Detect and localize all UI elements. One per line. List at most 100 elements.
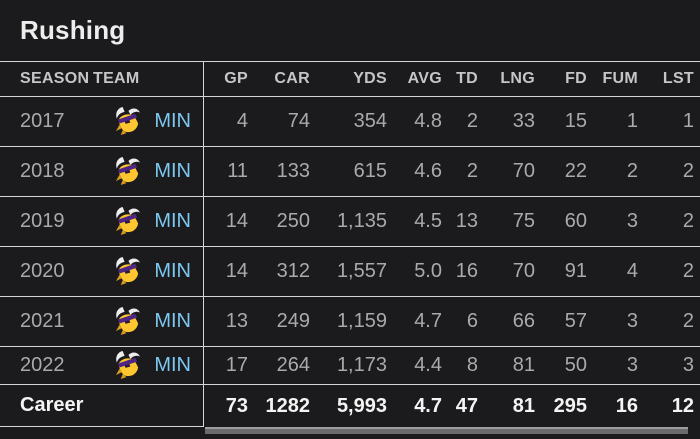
stat-lst: 12 (671, 394, 694, 417)
stat-avg: 4.4 (414, 354, 442, 376)
table-row-2021: 2021 MIN 13 249 1,159 4.7 6 66 57 3 2 (0, 297, 700, 347)
stat-lng: 75 (512, 210, 535, 232)
row-left-pane: 2020 MIN (0, 247, 204, 296)
horizontal-scrollbar-thumb[interactable] (205, 427, 688, 434)
stat-fum: 3 (626, 210, 638, 232)
stat-fd: 91 (564, 260, 587, 282)
column-header-avg: AVG (407, 70, 442, 87)
stat-fum: 1 (626, 110, 638, 132)
stat-lst: 2 (682, 210, 694, 232)
stat-gp: 17 (225, 354, 248, 376)
vikings-logo-icon (116, 257, 141, 286)
stat-lng: 66 (512, 310, 535, 332)
table-row-2020: 2020 MIN 14 312 1,557 5.0 16 70 91 4 2 (0, 247, 700, 297)
stat-car: 249 (276, 310, 310, 332)
stat-car: 1282 (265, 394, 311, 417)
stat-td: 2 (466, 160, 478, 182)
team-cell[interactable]: MIN (93, 207, 203, 236)
stat-cells: 14 250 1,135 4.5 13 75 60 3 2 (204, 197, 700, 246)
stat-car: 74 (287, 110, 310, 132)
team-cell[interactable]: MIN (93, 351, 203, 380)
column-header-team: TEAM (93, 70, 140, 87)
title-bar: Rushing (0, 0, 700, 61)
table-header-row: SEASON TEAM GP CAR YDS AVG TD LNG FD FUM… (0, 61, 700, 97)
team-abbr: MIN (154, 310, 191, 332)
stat-td: 8 (466, 354, 478, 376)
career-label: Career (20, 394, 84, 416)
stat-yds: 615 (353, 160, 387, 182)
team-cell[interactable]: MIN (93, 157, 203, 186)
stat-fum: 2 (626, 160, 638, 182)
team-cell[interactable]: MIN (93, 107, 203, 136)
stat-lng: 81 (512, 394, 535, 417)
table-row-2017: 2017 MIN 4 74 354 4.8 2 33 15 1 1 (0, 97, 700, 147)
stat-avg: 4.7 (414, 310, 442, 332)
team-cell[interactable]: MIN (93, 307, 203, 336)
stat-lng: 70 (512, 260, 535, 282)
season-cell: 2018 (20, 160, 65, 182)
stat-lst: 1 (682, 110, 694, 132)
header-left-pane: SEASON TEAM (0, 62, 204, 96)
stat-fd: 50 (564, 354, 587, 376)
table-row-career: Career 73 1282 5,993 4.7 47 81 295 16 12 (0, 385, 700, 427)
row-left-pane: Career (0, 385, 204, 427)
stat-car: 312 (276, 260, 310, 282)
column-header-fum: FUM (602, 70, 638, 87)
stat-cells: 14 312 1,557 5.0 16 70 91 4 2 (204, 247, 700, 296)
column-header-lng: LNG (500, 70, 535, 87)
column-header-car: CAR (274, 70, 310, 87)
stat-lng: 81 (512, 354, 535, 376)
stat-cells: 73 1282 5,993 4.7 47 81 295 16 12 (204, 385, 700, 427)
stat-avg: 4.5 (414, 210, 442, 232)
row-left-pane: 2017 MIN (0, 97, 204, 146)
stat-td: 6 (466, 310, 478, 332)
stat-gp: 13 (225, 310, 248, 332)
stat-lst: 2 (682, 160, 694, 182)
stat-fum: 3 (626, 310, 638, 332)
stat-td: 13 (455, 210, 478, 232)
stat-fum: 3 (626, 354, 638, 376)
vikings-logo-icon (116, 207, 141, 236)
row-left-pane: 2018 MIN (0, 147, 204, 196)
column-header-lst: LST (662, 70, 694, 87)
stat-yds: 5,993 (336, 394, 387, 417)
stat-cells: 13 249 1,159 4.7 6 66 57 3 2 (204, 297, 700, 346)
team-abbr: MIN (154, 110, 191, 132)
stat-lng: 70 (512, 160, 535, 182)
vikings-logo-icon (116, 157, 141, 186)
stat-td: 47 (455, 394, 478, 417)
stat-car: 264 (276, 354, 310, 376)
header-stat-columns: GP CAR YDS AVG TD LNG FD FUM LST (204, 62, 700, 96)
column-header-season: SEASON (20, 70, 90, 87)
stat-fd: 295 (553, 394, 587, 417)
stat-yds: 1,135 (336, 210, 387, 232)
team-abbr: MIN (154, 354, 191, 376)
stat-gp: 14 (225, 260, 248, 282)
stat-lst: 2 (682, 310, 694, 332)
season-cell: 2017 (20, 110, 65, 132)
stat-lng: 33 (512, 110, 535, 132)
stat-gp: 4 (236, 110, 248, 132)
vikings-logo-icon (116, 107, 141, 136)
stat-gp: 11 (227, 160, 248, 182)
row-left-pane: 2019 MIN (0, 197, 204, 246)
column-header-td: TD (456, 70, 478, 87)
stat-lst: 3 (682, 354, 694, 376)
stat-fum: 4 (626, 260, 638, 282)
column-header-fd: FD (565, 70, 587, 87)
stat-fum: 16 (615, 394, 638, 417)
season-cell: 2019 (20, 210, 65, 232)
stat-fd: 57 (564, 310, 587, 332)
team-cell[interactable]: MIN (93, 257, 203, 286)
vikings-logo-icon (116, 351, 141, 380)
row-left-pane: 2022 MIN (0, 347, 204, 384)
stat-lst: 2 (682, 260, 694, 282)
horizontal-scrollbar-track (0, 427, 700, 434)
stat-yds: 1,173 (336, 354, 387, 376)
stat-fd: 22 (564, 160, 587, 182)
season-cell: 2021 (20, 310, 65, 332)
table-row-2022: 2022 MIN 17 264 1,173 4.4 8 81 50 3 3 (0, 347, 700, 385)
stat-cells: 17 264 1,173 4.4 8 81 50 3 3 (204, 347, 700, 384)
team-abbr: MIN (154, 210, 191, 232)
